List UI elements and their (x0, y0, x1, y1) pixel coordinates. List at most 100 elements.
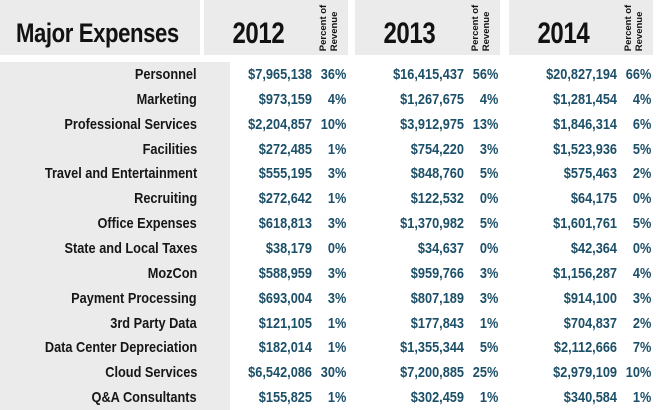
value-row: $2,979,109 10% (509, 360, 653, 385)
amount-cell: $704,837 (563, 314, 617, 332)
percent-cell: 5% (479, 165, 499, 183)
values-column-2014: $20,827,194 66% $1,281,454 4% $1,846,314 6% $1… (509, 62, 653, 410)
percent-cell: 0% (632, 190, 652, 208)
year-label-wrap: 2013 (355, 0, 464, 55)
amount-cell: $848,760 (410, 165, 464, 183)
amount-cell: $973,159 (258, 90, 312, 108)
percent-cell: 3% (479, 264, 499, 282)
value-row: $340,584 1% (509, 385, 653, 410)
year-header-2013: 2013 Percent of Revenue (355, 0, 500, 55)
percent-header-line2: Revenue (634, 11, 645, 51)
expense-row: Professional Services (0, 112, 230, 137)
expense-label: 3rd Party Data (110, 314, 197, 332)
percent-cell: 1% (479, 314, 499, 332)
amount-cell: $1,523,936 (553, 140, 617, 158)
amount-cell: $807,189 (410, 289, 464, 307)
value-row: $693,004 3% (204, 286, 348, 311)
value-row: $272,485 1% (204, 137, 348, 162)
percent-cell: 1% (327, 190, 347, 208)
value-row: $16,415,437 56% (355, 62, 500, 87)
percent-cell: 30% (320, 364, 347, 382)
percent-cell: 1% (632, 389, 652, 407)
expense-label: Q&A Consultants (91, 389, 197, 407)
expense-label: Professional Services (64, 115, 197, 133)
amount-cell: $7,965,138 (248, 65, 312, 83)
expense-label: Cloud Services (104, 364, 197, 382)
year-label: 2012 (232, 16, 284, 50)
percent-cell: 4% (632, 90, 652, 108)
percent-cell: 3% (327, 264, 347, 282)
amount-cell: $555,195 (258, 165, 312, 183)
value-row: $588,959 3% (204, 261, 348, 286)
percent-cell: 36% (320, 65, 347, 83)
amount-cell: $754,220 (410, 140, 464, 158)
value-row: $1,523,936 5% (509, 137, 653, 162)
expense-row: State and Local Taxes (0, 236, 230, 261)
percent-header-line2: Revenue (329, 11, 340, 51)
value-row: $7,200,885 25% (355, 360, 500, 385)
percent-cell: 2% (632, 165, 652, 183)
percent-header-line2: Revenue (481, 11, 492, 51)
value-row: $704,837 2% (509, 311, 653, 336)
value-row: $3,912,975 13% (355, 112, 500, 137)
percent-cell: 5% (632, 215, 652, 233)
percent-cell: 0% (632, 239, 652, 257)
percent-cell: 5% (479, 215, 499, 233)
percent-cell: 6% (632, 115, 652, 133)
expense-label: Personnel (135, 65, 197, 83)
percent-cell: 3% (327, 289, 347, 307)
value-row: $914,100 3% (509, 286, 653, 311)
value-row: $121,105 1% (204, 311, 348, 336)
value-row: $34,637 0% (355, 236, 500, 261)
expense-row: Q&A Consultants (0, 385, 230, 410)
amount-cell: $588,959 (258, 264, 312, 282)
amount-cell: $2,979,109 (553, 364, 617, 382)
expense-label: Office Expenses (97, 215, 197, 233)
value-row: $959,766 3% (355, 261, 500, 286)
amount-cell: $177,843 (410, 314, 464, 332)
amount-cell: $1,601,761 (553, 215, 617, 233)
value-row: $20,827,194 66% (509, 62, 653, 87)
expense-row: MozCon (0, 261, 230, 286)
amount-cell: $302,459 (410, 389, 464, 407)
expense-row: Payment Processing (0, 286, 230, 311)
expense-label: Facilities (142, 140, 197, 158)
amount-cell: $1,267,675 (400, 90, 464, 108)
percent-of-revenue-header: Percent of Revenue (617, 0, 653, 55)
percent-cell: 1% (327, 140, 347, 158)
amount-cell: $1,355,344 (400, 339, 464, 357)
value-row: $6,542,086 30% (204, 360, 348, 385)
amount-cell: $64,175 (570, 190, 617, 208)
value-row: $1,267,675 4% (355, 87, 500, 112)
amount-cell: $1,281,454 (553, 90, 617, 108)
percent-cell: 0% (479, 239, 499, 257)
value-row: $42,364 0% (509, 236, 653, 261)
value-row: $1,355,344 5% (355, 335, 500, 360)
amount-cell: $340,584 (563, 389, 617, 407)
percent-cell: 3% (327, 165, 347, 183)
year-header-2012: 2012 Percent of Revenue (204, 0, 348, 55)
amount-cell: $959,766 (410, 264, 464, 282)
percent-of-revenue-header: Percent of Revenue (312, 0, 348, 55)
expense-row: Facilities (0, 137, 230, 162)
value-row: $1,601,761 5% (509, 211, 653, 236)
year-label: 2014 (537, 16, 589, 50)
amount-cell: $121,105 (258, 314, 312, 332)
percent-cell: 1% (327, 339, 347, 357)
expense-row: Travel and Entertainment (0, 161, 230, 186)
expense-row: Recruiting (0, 186, 230, 211)
amount-cell: $914,100 (563, 289, 617, 307)
percent-cell: 13% (472, 115, 499, 133)
expense-label: Recruiting (133, 190, 197, 208)
expense-label: Marketing (136, 90, 197, 108)
percent-cell: 1% (327, 314, 347, 332)
percent-cell: 3% (632, 289, 652, 307)
table-title: Major Expenses (16, 18, 179, 48)
percent-of-revenue-header: Percent of Revenue (464, 0, 500, 55)
amount-cell: $618,813 (258, 215, 312, 233)
percent-cell: 3% (479, 289, 499, 307)
percent-cell: 10% (625, 364, 652, 382)
expense-label: State and Local Taxes (64, 239, 197, 257)
table-header-major-expenses: Major Expenses (0, 0, 200, 55)
percent-cell: 66% (625, 65, 652, 83)
